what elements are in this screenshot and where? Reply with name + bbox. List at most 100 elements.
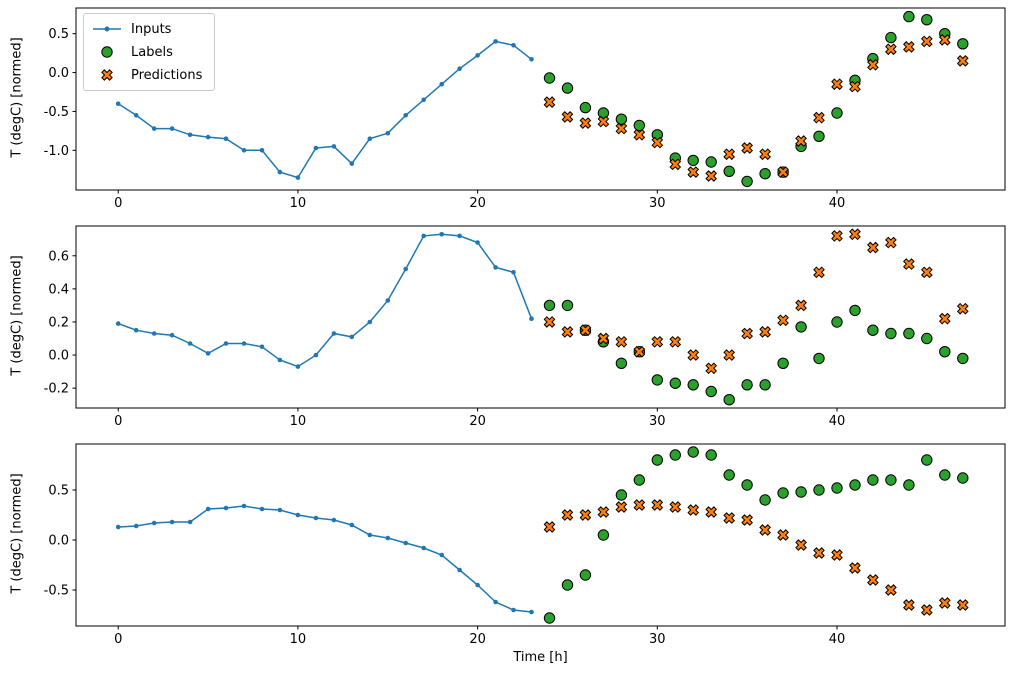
inputs-point-marker (439, 81, 445, 87)
x-tick-label: 40 (829, 632, 846, 647)
label-marker (849, 479, 861, 491)
prediction-marker (705, 170, 718, 182)
label-marker (939, 346, 951, 358)
x-tick-label: 10 (290, 414, 307, 429)
prediction-marker (956, 302, 969, 315)
inputs-point-marker (241, 341, 247, 346)
prediction-marker (849, 228, 861, 241)
y-tick-label: 0.4 (48, 282, 69, 297)
label-marker (651, 374, 663, 386)
inputs-point-marker (259, 506, 265, 512)
prediction-marker (920, 35, 933, 48)
inputs-point-marker (205, 351, 211, 356)
prediction-marker (579, 509, 592, 521)
label-marker (723, 394, 735, 406)
label-marker (723, 165, 735, 178)
inputs-point-marker (115, 101, 121, 106)
label-marker (687, 379, 699, 391)
prediction-marker (795, 539, 807, 551)
inputs-point-marker (403, 113, 409, 118)
prediction-marker (867, 58, 879, 71)
inputs-point-marker (187, 132, 193, 138)
y-tick-label: 0.0 (48, 66, 69, 81)
inputs-point-marker (421, 97, 427, 103)
prediction-marker (651, 335, 664, 348)
y-tick-label: -0.5 (44, 105, 69, 120)
label-marker (759, 379, 771, 391)
inputs-point-marker (367, 319, 373, 325)
x-tick-label: 20 (469, 414, 486, 429)
ylabel-subplot-2: T (degC) [normed] (9, 255, 25, 376)
label-marker (903, 327, 915, 340)
prediction-marker (723, 512, 736, 524)
label-marker (867, 324, 879, 336)
prediction-marker (633, 128, 646, 141)
prediction-marker (669, 501, 682, 513)
inputs-point-marker (223, 505, 229, 511)
legend: Inputs Labels Predictions (83, 13, 216, 91)
prediction-marker (938, 597, 951, 609)
inputs-point-marker (475, 240, 480, 245)
prediction-marker (723, 148, 736, 161)
label-marker (543, 612, 556, 624)
label-marker (813, 484, 825, 496)
inputs-point-marker (367, 532, 373, 538)
inputs-point-marker (511, 43, 516, 48)
prediction-marker (651, 499, 664, 511)
label-marker (741, 479, 753, 491)
inputs-point-marker (241, 503, 247, 509)
inputs-point-marker (115, 524, 121, 530)
subplot-3: 0 10 20 30 40 0.5 0.0 -0.5 (44, 443, 1006, 647)
inputs-point-marker (205, 506, 211, 512)
xlabel: Time [h] (513, 650, 568, 665)
inputs-point-marker (151, 331, 157, 336)
prediction-marker (561, 326, 574, 338)
inputs-point-marker (511, 607, 516, 613)
inputs-point-marker (439, 232, 445, 237)
inputs-point-marker (511, 270, 516, 275)
inputs-point-marker (241, 148, 247, 153)
inputs-point-marker (313, 352, 319, 358)
prediction-marker (956, 55, 969, 67)
legend-label-labels: Labels (131, 44, 173, 60)
label-marker (705, 156, 717, 168)
prediction-marker (669, 335, 682, 348)
label-marker (831, 107, 843, 119)
inputs-point-marker (277, 357, 283, 363)
x-tick-label: 30 (649, 414, 666, 429)
prediction-marker (885, 236, 897, 249)
y-tick-label: 0.2 (48, 315, 69, 330)
label-marker (903, 479, 915, 491)
legend-item-labels: Labels (92, 44, 202, 60)
label-marker (651, 454, 663, 466)
label-marker (795, 486, 807, 498)
label-marker (831, 482, 843, 494)
x-tick-label: 0 (114, 414, 122, 429)
inputs-point-marker (385, 130, 391, 136)
inputs-point-marker (385, 298, 391, 303)
prediction-marker (759, 524, 771, 536)
inputs-point-marker (277, 507, 283, 513)
label-marker (597, 107, 610, 119)
axes-spines (75, 443, 1006, 627)
ylabel-subplot-3: T (degC) [normed] (9, 473, 25, 594)
x-tick-label: 0 (114, 196, 122, 211)
inputs-point-marker (367, 136, 373, 141)
inputs-point-marker (349, 334, 355, 340)
inputs-point-marker (475, 582, 480, 588)
inputs-point-marker (295, 364, 301, 369)
label-marker (669, 377, 681, 389)
prediction-marker (831, 549, 843, 561)
inputs-point-marker (295, 512, 301, 518)
prediction-marker (633, 499, 646, 511)
prediction-marker (561, 509, 574, 521)
label-marker (597, 529, 610, 541)
prediction-marker (561, 111, 574, 123)
x-tick-label: 10 (290, 632, 307, 647)
inputs-point-marker (493, 265, 498, 270)
inputs-point-marker (421, 545, 427, 551)
prediction-marker (813, 111, 825, 124)
prediction-marker (831, 230, 843, 242)
prediction-marker (813, 266, 825, 279)
prediction-marker (777, 166, 789, 178)
